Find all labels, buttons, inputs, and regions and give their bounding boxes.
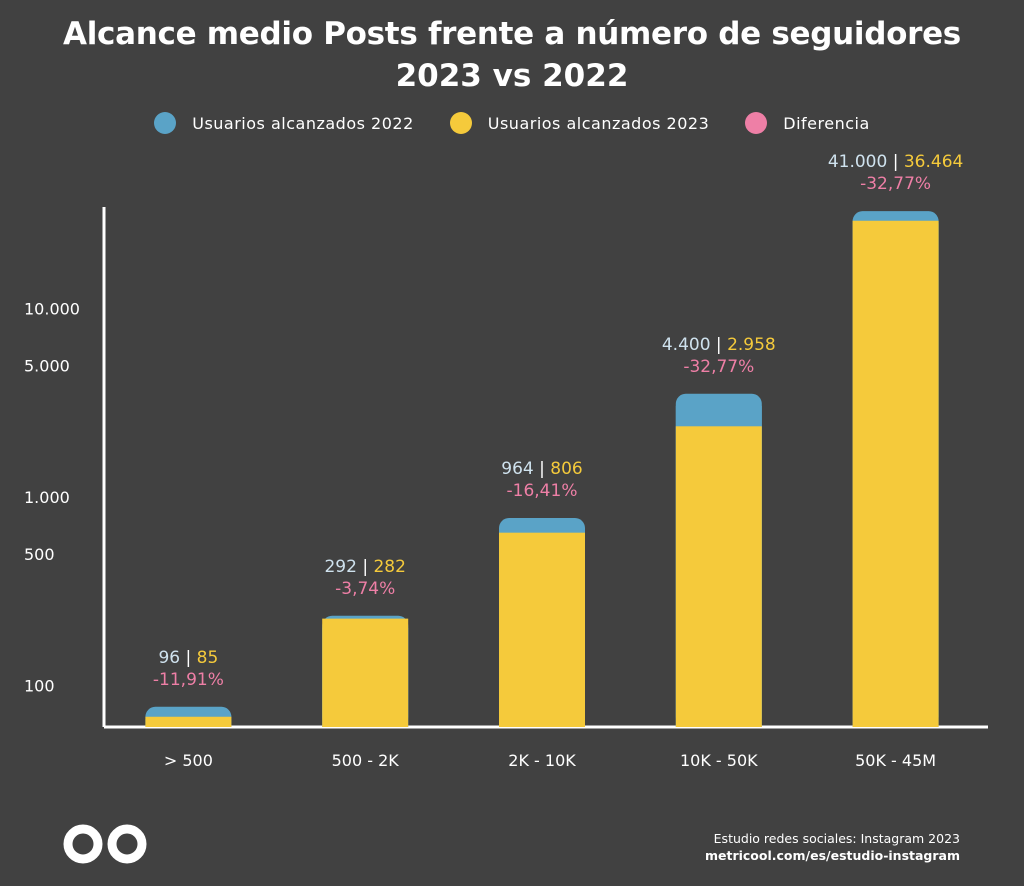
legend-item-2022: Usuarios alcanzados 2022: [154, 112, 414, 134]
y-tick-label: 500: [24, 545, 55, 564]
legend-dot-icon: [745, 112, 768, 134]
data-label-difference: -16,41%: [507, 481, 578, 501]
footer-url: metricool.com/es/estudio-instagram: [704, 848, 960, 863]
bar-2023: [145, 716, 232, 727]
infinity-logo-icon: [62, 824, 148, 868]
y-tick-label: 5.000: [24, 356, 70, 375]
chart-legend: Usuarios alcanzados 2022 Usuarios alcanz…: [0, 112, 1024, 134]
y-tick-label: 10.000: [24, 300, 80, 319]
x-tick-label: > 500: [164, 751, 213, 770]
legend-label-difference: Diferencia: [783, 113, 870, 133]
data-label-difference: -11,91%: [153, 670, 224, 690]
x-tick-label: 2K - 10K: [508, 751, 576, 770]
x-tick-label: 50K - 45M: [855, 751, 936, 770]
data-label-values: 4.400 | 2.958: [662, 335, 776, 355]
data-label-values: 96 | 85: [158, 648, 218, 668]
data-label-difference: -32,77%: [860, 174, 931, 194]
data-label-values: 292 | 282: [324, 557, 405, 577]
bar-2023: [499, 532, 585, 727]
bar-2023: [675, 426, 762, 727]
chart-title: Alcance medio Posts frente a número de s…: [63, 16, 961, 52]
data-label-values: 41.000 | 36.464: [828, 152, 964, 172]
legend-item-2023: Usuarios alcanzados 2023: [449, 112, 710, 134]
data-label-values: 964 | 806: [501, 459, 582, 479]
legend-label-2022: Usuarios alcanzados 2022: [192, 113, 414, 133]
data-label-difference: -3,74%: [335, 579, 395, 599]
bar-2023: [852, 220, 939, 727]
y-tick-label: 1.000: [24, 488, 70, 507]
legend-dot-icon: [449, 112, 472, 134]
y-tick-label: 100: [24, 676, 55, 695]
legend-label-2023: Usuarios alcanzados 2023: [487, 113, 710, 133]
legend-item-difference: Diferencia: [745, 112, 870, 134]
bar-2023: [322, 618, 409, 727]
chart-subtitle: 2023 vs 2022: [395, 58, 629, 94]
footer: Estudio redes sociales: Instagram 2023 m…: [705, 830, 960, 864]
data-label-difference: -32,77%: [683, 357, 754, 377]
x-tick-label: 500 - 2K: [332, 751, 400, 770]
x-tick-label: 10K - 50K: [680, 751, 758, 770]
legend-dot-icon: [154, 112, 177, 134]
footer-source: Estudio redes sociales: Instagram 2023: [713, 831, 960, 846]
